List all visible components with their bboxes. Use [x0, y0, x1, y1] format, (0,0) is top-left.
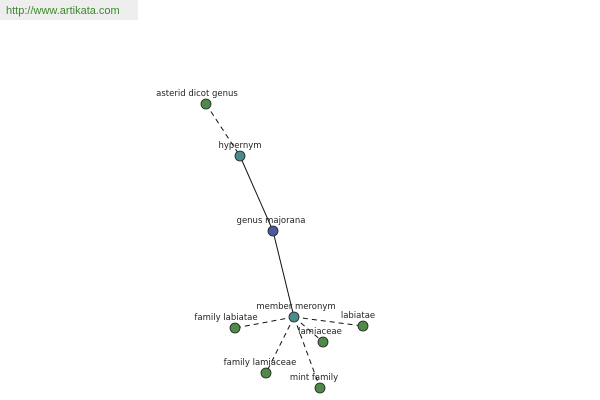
edge: [265, 316, 295, 374]
edge: [293, 316, 324, 343]
nodes: [200, 98, 369, 394]
node-label: hypernym: [218, 141, 261, 151]
edge: [239, 155, 274, 232]
site-url[interactable]: http://www.artikata.com: [6, 5, 120, 17]
edge: [293, 316, 321, 389]
node-label: asterid dicot genus: [156, 89, 238, 99]
edge: [272, 230, 295, 318]
edges: [205, 103, 364, 389]
node[interactable]: [288, 311, 300, 323]
header-bar: [0, 0, 138, 20]
node-label: family labiatae: [194, 313, 257, 323]
node-label: lamiaceae: [298, 327, 342, 337]
node[interactable]: [314, 382, 326, 394]
node[interactable]: [234, 150, 246, 162]
node[interactable]: [317, 336, 329, 348]
node-label: genus majorana: [237, 216, 306, 226]
node-label: member meronym: [256, 302, 335, 312]
node-label: mint family: [290, 373, 338, 383]
node[interactable]: [260, 367, 272, 379]
edge: [234, 316, 295, 329]
node-label: family lamiaceae: [224, 358, 297, 368]
edge: [205, 103, 241, 157]
edge: [293, 316, 364, 327]
node[interactable]: [200, 98, 212, 110]
node[interactable]: [357, 320, 369, 332]
node[interactable]: [229, 322, 241, 334]
node-label: labiatae: [341, 311, 375, 321]
labels: asterid dicot genus hypernym genus major…: [156, 89, 375, 383]
node[interactable]: [267, 225, 279, 237]
